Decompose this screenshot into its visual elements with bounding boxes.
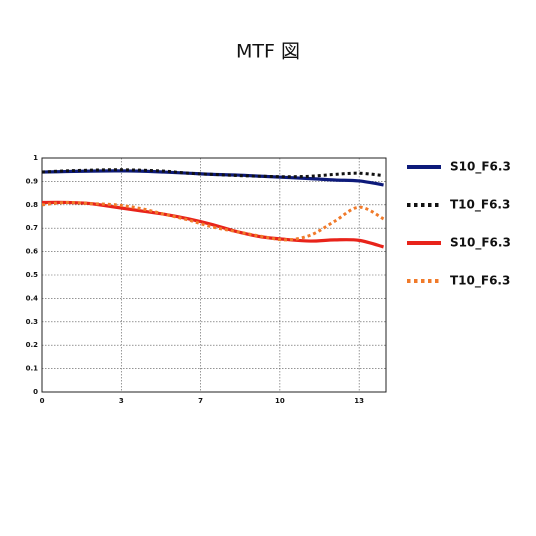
- y-tick-label: 0.9: [26, 177, 39, 185]
- y-tick-label: 0.4: [26, 294, 39, 302]
- y-tick-label: 1: [33, 154, 38, 162]
- chart-title: MTF 図: [236, 41, 300, 63]
- x-tick-label: 0: [40, 397, 45, 405]
- y-tick-label: 0.1: [26, 365, 39, 373]
- legend-label: S10_F6.3: [450, 160, 511, 175]
- legend-label: T10_F6.3: [450, 198, 510, 213]
- x-tick-label: 3: [119, 397, 124, 405]
- plot-frame: [41, 157, 387, 393]
- x-tick-label: 7: [198, 397, 203, 405]
- series-line: [41, 200, 384, 249]
- y-tick-label: 0.5: [26, 271, 39, 279]
- legend-label: T10_F6.3: [450, 274, 510, 289]
- y-tick-label: 0.6: [26, 248, 39, 256]
- y-tick-label: 0: [33, 388, 38, 396]
- y-tick-label: 0.8: [26, 201, 39, 209]
- legend-label: S10_F6.3: [450, 236, 511, 251]
- y-tick-label: 0.7: [26, 224, 39, 232]
- y-tick-label: 0.3: [26, 318, 39, 326]
- x-tick-label: 13: [354, 397, 364, 405]
- y-tick-label: 0.2: [26, 341, 39, 349]
- x-tick-label: 10: [275, 397, 285, 405]
- series-line: [41, 200, 385, 242]
- series-line: [41, 168, 384, 179]
